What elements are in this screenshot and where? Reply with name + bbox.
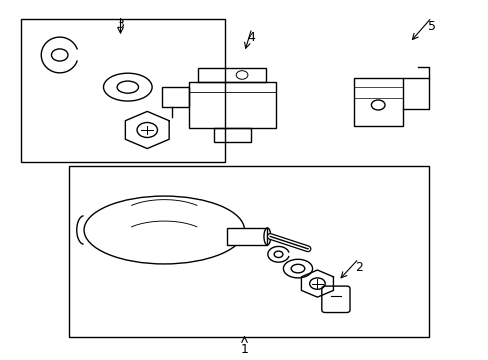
Text: 3: 3 (116, 18, 124, 31)
Text: 2: 2 (354, 261, 362, 274)
Bar (353, 78, 402, 126)
Bar (188, 82, 276, 128)
Text: 4: 4 (247, 31, 255, 44)
Bar (162, 87, 188, 107)
Text: 5: 5 (427, 20, 435, 33)
Bar (198, 68, 266, 82)
Bar (69, 166, 428, 337)
Text: 1: 1 (240, 343, 248, 356)
Bar (21, 19, 224, 162)
Bar (213, 128, 250, 143)
Bar (227, 228, 267, 245)
